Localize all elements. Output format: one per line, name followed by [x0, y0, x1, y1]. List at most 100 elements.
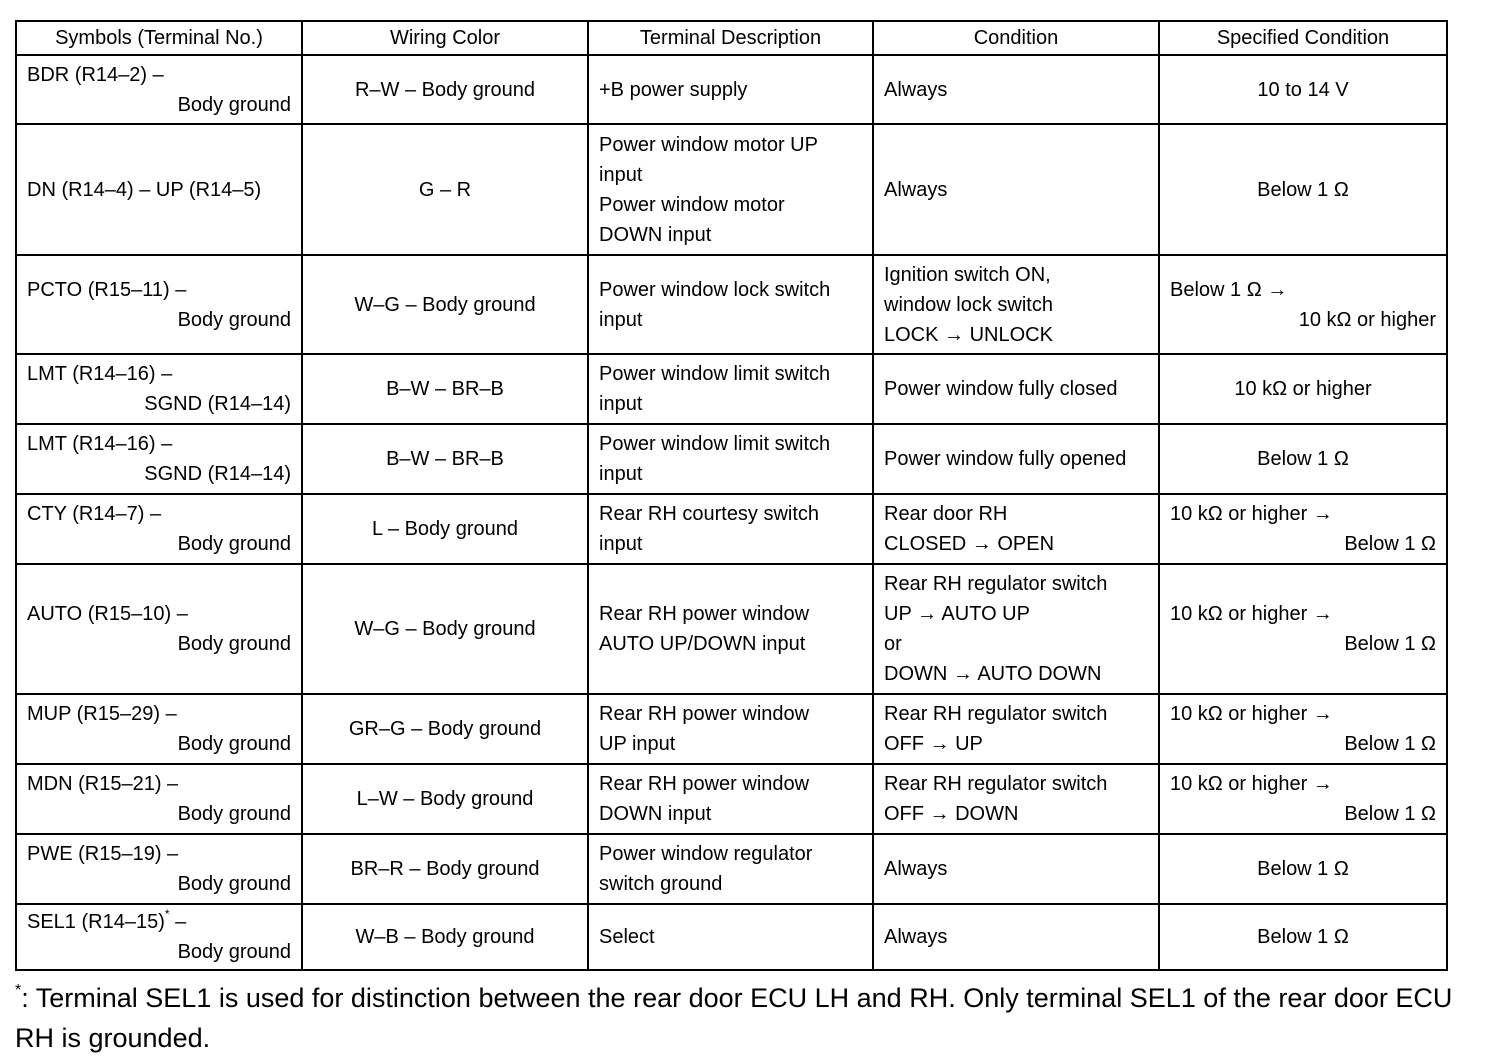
condition-cell: Power window fully closed: [872, 353, 1160, 425]
condition-cell: Always: [872, 54, 1160, 125]
condition-line: Ignition switch ON,: [884, 263, 1051, 286]
footnote: *: Terminal SEL1 is used for distinction…: [15, 978, 1455, 1058]
wiring-color-cell: GR–G – Body ground: [301, 693, 589, 765]
symbol-cell: PWE (R15–19) – Body ground: [15, 833, 303, 905]
description-cell: Rear RH power window DOWN input: [587, 763, 874, 835]
specified-condition-cell: 10 kΩ or higher: [1158, 353, 1448, 425]
description-line: Rear RH courtesy switch: [599, 503, 820, 525]
symbol-cell: LMT (R14–16) – SGND (R14–14): [15, 353, 303, 425]
table-row: PCTO (R15–11) – Body ground W–G – Body gro…: [15, 254, 1448, 355]
description-line: Select: [599, 926, 655, 948]
symbol-line: PWE (R15–19) –: [27, 843, 179, 865]
terminal-table-container: Symbols (Terminal No.) Wiring Color Term…: [15, 20, 1448, 971]
condition-line: LOCK → UNLOCK: [884, 323, 1053, 346]
symbol-line: SGND (R14–14): [144, 463, 291, 485]
condition-line: Always: [884, 78, 948, 101]
symbol-cell: PCTO (R15–11) – Body ground: [15, 254, 303, 355]
condition-line: Rear RH regulator switch: [884, 773, 1108, 795]
spec-line: Below 1 Ω: [1257, 858, 1349, 880]
header-condition: Condition: [872, 20, 1160, 56]
wiring-color-cell: L – Body ground: [301, 493, 589, 565]
wiring-color: W–B – Body ground: [355, 926, 535, 948]
condition-line: window lock switch: [884, 293, 1053, 316]
description-cell: Rear RH courtesy switch input: [587, 493, 874, 565]
wiring-color: GR–G – Body ground: [348, 718, 542, 740]
specified-condition-cell: Below 1 Ω: [1158, 833, 1448, 905]
condition-line: Rear RH regulator switch: [884, 703, 1108, 725]
wiring-color: BR–R – Body ground: [350, 858, 540, 880]
symbol-line: MUP (R15–29) –: [27, 703, 177, 725]
specified-condition-cell: Below 1 Ω → 10 kΩ or higher: [1158, 254, 1448, 355]
description-cell: Rear RH power window AUTO UP/DOWN input: [587, 563, 874, 695]
spec-line: Below 1 Ω: [1344, 533, 1436, 555]
spec-line: Below 1 Ω →: [1170, 278, 1288, 301]
table-body: BDR (R14–2) – Body ground R–W – Body groun…: [15, 54, 1448, 971]
spec-line: 10 kΩ or higher →: [1170, 773, 1333, 795]
footnote-text: : Terminal SEL1 is used for distinction …: [15, 983, 1453, 1053]
description-line: Power window limit switch: [599, 363, 831, 385]
table-row: CTY (R14–7) – Body ground L – Body ground R…: [15, 493, 1448, 565]
symbol-line: Body ground: [177, 633, 291, 655]
wiring-color: W–G – Body ground: [354, 618, 536, 640]
wiring-color: G – R: [418, 178, 472, 201]
spec-line: Below 1 Ω: [1257, 926, 1349, 948]
condition-cell: Rear RH regulator switch OFF → UP: [872, 693, 1160, 765]
condition-cell: Always: [872, 903, 1160, 971]
spec-line: 10 kΩ or higher: [1234, 378, 1372, 400]
spec-line: 10 kΩ or higher →: [1170, 503, 1333, 525]
description-cell: Power window limit switch input: [587, 423, 874, 495]
spec-line: Below 1 Ω: [1257, 448, 1349, 470]
symbol-cell: CTY (R14–7) – Body ground: [15, 493, 303, 565]
spec-line: Below 1 Ω: [1344, 803, 1436, 825]
condition-line: CLOSED → OPEN: [884, 533, 1055, 555]
wiring-color-cell: W–B – Body ground: [301, 903, 589, 971]
description-line: DOWN input: [599, 803, 712, 825]
wiring-color-cell: G – R: [301, 123, 589, 256]
table-row: DN (R14–4) – UP (R14–5) G – R Power window…: [15, 123, 1448, 256]
condition-line: DOWN → AUTO DOWN: [884, 663, 1102, 685]
condition-line: Rear door RH: [884, 503, 1008, 525]
condition-line: Power window fully opened: [884, 448, 1127, 470]
condition-cell: Rear door RH CLOSED → OPEN: [872, 493, 1160, 565]
symbol-line: BDR (R14–2) –: [27, 63, 164, 86]
symbol-cell: BDR (R14–2) – Body ground: [15, 54, 303, 125]
condition-cell: Ignition switch ON, window lock switch LOC…: [872, 254, 1160, 355]
spec-line: 10 kΩ or higher →: [1170, 703, 1333, 725]
table-row: BDR (R14–2) – Body ground R–W – Body groun…: [15, 54, 1448, 125]
symbol-line: MDN (R15–21) –: [27, 773, 179, 795]
wiring-color: W–G – Body ground: [354, 293, 536, 316]
condition-line: Power window fully closed: [884, 378, 1118, 400]
specified-condition-cell: 10 to 14 V: [1158, 54, 1448, 125]
symbol-cell: LMT (R14–16) – SGND (R14–14): [15, 423, 303, 495]
table-row: PWE (R15–19) – Body ground BR–R – Body gro…: [15, 833, 1448, 905]
symbol-line: SGND (R14–14): [144, 393, 291, 415]
description-cell: Select: [587, 903, 874, 971]
symbol-line: Body ground: [177, 803, 291, 825]
symbol-line: Body ground: [177, 533, 291, 555]
table-row: AUTO (R15–10) – Body ground W–G – Body gro…: [15, 563, 1448, 695]
condition-line: Always: [884, 178, 948, 201]
table-row: LMT (R14–16) – SGND (R14–14) B–W – BR–B Pow…: [15, 353, 1448, 425]
description-line: switch ground: [599, 873, 723, 895]
condition-line: OFF → DOWN: [884, 803, 1019, 825]
condition-cell: Power window fully opened: [872, 423, 1160, 495]
footnote-reference: *: [164, 907, 170, 921]
spec-line: Below 1 Ω: [1257, 178, 1349, 201]
description-cell: Power window limit switch input: [587, 353, 874, 425]
symbol-line: CTY (R14–7) –: [27, 503, 162, 525]
symbol-line: PCTO (R15–11) –: [27, 278, 187, 301]
symbol-cell: MDN (R15–21) – Body ground: [15, 763, 303, 835]
wiring-color-cell: B–W – BR–B: [301, 353, 589, 425]
description-line: input: [599, 463, 643, 485]
description-line: input: [599, 163, 643, 186]
symbol-line: SEL1 (R14–15)* –: [27, 907, 291, 937]
condition-cell: Rear RH regulator switch UP → AUTO UP or DO…: [872, 563, 1160, 695]
description-cell: Rear RH power window UP input: [587, 693, 874, 765]
description-line: Rear RH power window: [599, 603, 810, 625]
symbol-line: AUTO (R15–10) –: [27, 603, 188, 625]
symbol-cell: MUP (R15–29) – Body ground: [15, 693, 303, 765]
wiring-color: L – Body ground: [371, 518, 519, 540]
symbol-line: LMT (R14–16) –: [27, 433, 173, 455]
symbol-line: Body ground: [177, 941, 291, 963]
specified-condition-cell: Below 1 Ω: [1158, 903, 1448, 971]
